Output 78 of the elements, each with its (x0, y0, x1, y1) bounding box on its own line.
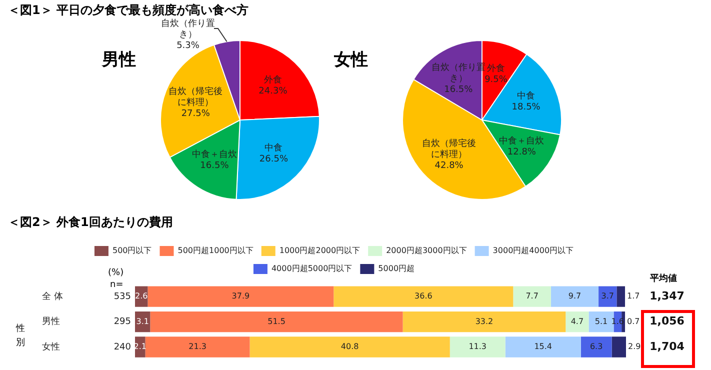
legend-label: 500円以下 (112, 246, 152, 256)
bar (588, 311, 614, 332)
text: 240 (114, 342, 132, 352)
bar (580, 336, 612, 358)
y-tick-label: 女性 (42, 341, 60, 352)
data-label: 40.8 (340, 342, 359, 352)
legend-label: 500円超1000円以下 (178, 246, 254, 256)
slice-label: 中食＋自炊 (192, 149, 237, 160)
data-label: 26.5% (259, 154, 288, 165)
data-label: 24.3% (258, 86, 288, 96)
chart-title: ＜図2＞ 外食1回あたりの費用 (8, 214, 173, 231)
data-label: 16.5% (444, 84, 474, 95)
data-label: 5.3% (176, 40, 200, 51)
text: 535 (114, 292, 131, 302)
bar (148, 286, 334, 307)
y-tick-label: 男性 (42, 316, 60, 328)
text: 1,056 (650, 314, 685, 328)
data-label: 3.7 (601, 292, 614, 301)
legend-label: 3000円超4000円以下 (492, 246, 574, 256)
data-label: 51.5 (268, 316, 286, 326)
bar (550, 286, 599, 307)
data-label: 15.4 (534, 342, 552, 352)
data-label: 42.8% (434, 160, 464, 171)
data-label: 2.6 (135, 292, 148, 301)
bar (450, 336, 506, 358)
bar (616, 286, 626, 307)
data-label: 4.7 (570, 316, 584, 326)
bar (505, 336, 581, 358)
slice-label: 自炊（帰宅後に料理） (168, 86, 223, 108)
legend-label: 1000円超2000円以下 (279, 246, 360, 256)
text: (%) (108, 268, 124, 278)
text: 1,347 (650, 289, 684, 302)
data-label: 1.7 (627, 292, 640, 301)
bar (402, 311, 566, 332)
bar (250, 336, 450, 358)
data-label: 27.5% (181, 108, 210, 119)
slice-label: 中食 (517, 90, 536, 102)
text: n= (110, 280, 124, 290)
data-label: 9.7 (568, 292, 582, 301)
text: 1,704 (650, 340, 685, 353)
data-label: 2.9 (628, 342, 641, 352)
bar (513, 286, 551, 307)
slice-label: 外食 (487, 63, 506, 74)
data-label: 11.3 (468, 342, 487, 352)
y-tick-label: 全 体 (42, 290, 63, 302)
data-label: 36.6 (414, 292, 432, 301)
slice-label: 自炊（帰宅後に料理） (422, 138, 476, 160)
data-label: 5.1 (594, 316, 608, 326)
data-label: 21.3 (188, 342, 206, 352)
slice-label: 中食＋自炊 (499, 135, 544, 146)
text: 女性 (334, 49, 368, 71)
text: 性別 (16, 322, 26, 350)
legend-label: 2000円超3000円以下 (386, 246, 467, 256)
text: 295 (114, 317, 131, 328)
legend-label: 4000円超5000円以下 (271, 264, 352, 274)
data-label: 12.8% (507, 147, 536, 158)
text: 平均値 (650, 272, 677, 285)
chart-title: ＜図1＞ 平日の夕食で最も頻度が高い食べ方 (8, 2, 249, 18)
data-label: 9.5% (484, 75, 508, 86)
data-label: 16.5% (200, 161, 230, 172)
data-label: 6.3 (590, 342, 603, 352)
data-label: 18.5% (512, 102, 541, 113)
bar (598, 286, 617, 307)
bar (145, 336, 250, 358)
slice-label: 中食 (264, 142, 283, 154)
text: 男性 (102, 49, 136, 71)
data-label: 7.7 (526, 292, 538, 301)
legend-label: 5000円超 (378, 264, 415, 274)
data-label: 33.2 (475, 316, 494, 326)
data-label: 0.7 (627, 316, 640, 326)
data-label: 37.9 (232, 292, 250, 301)
bar (566, 311, 589, 332)
bar (150, 311, 403, 332)
data-label: 3.1 (136, 316, 149, 326)
slice-label: 自炊（作り置き） (161, 18, 215, 40)
bar (612, 336, 626, 358)
slice-label: 外食 (264, 74, 282, 86)
bar (334, 286, 514, 307)
